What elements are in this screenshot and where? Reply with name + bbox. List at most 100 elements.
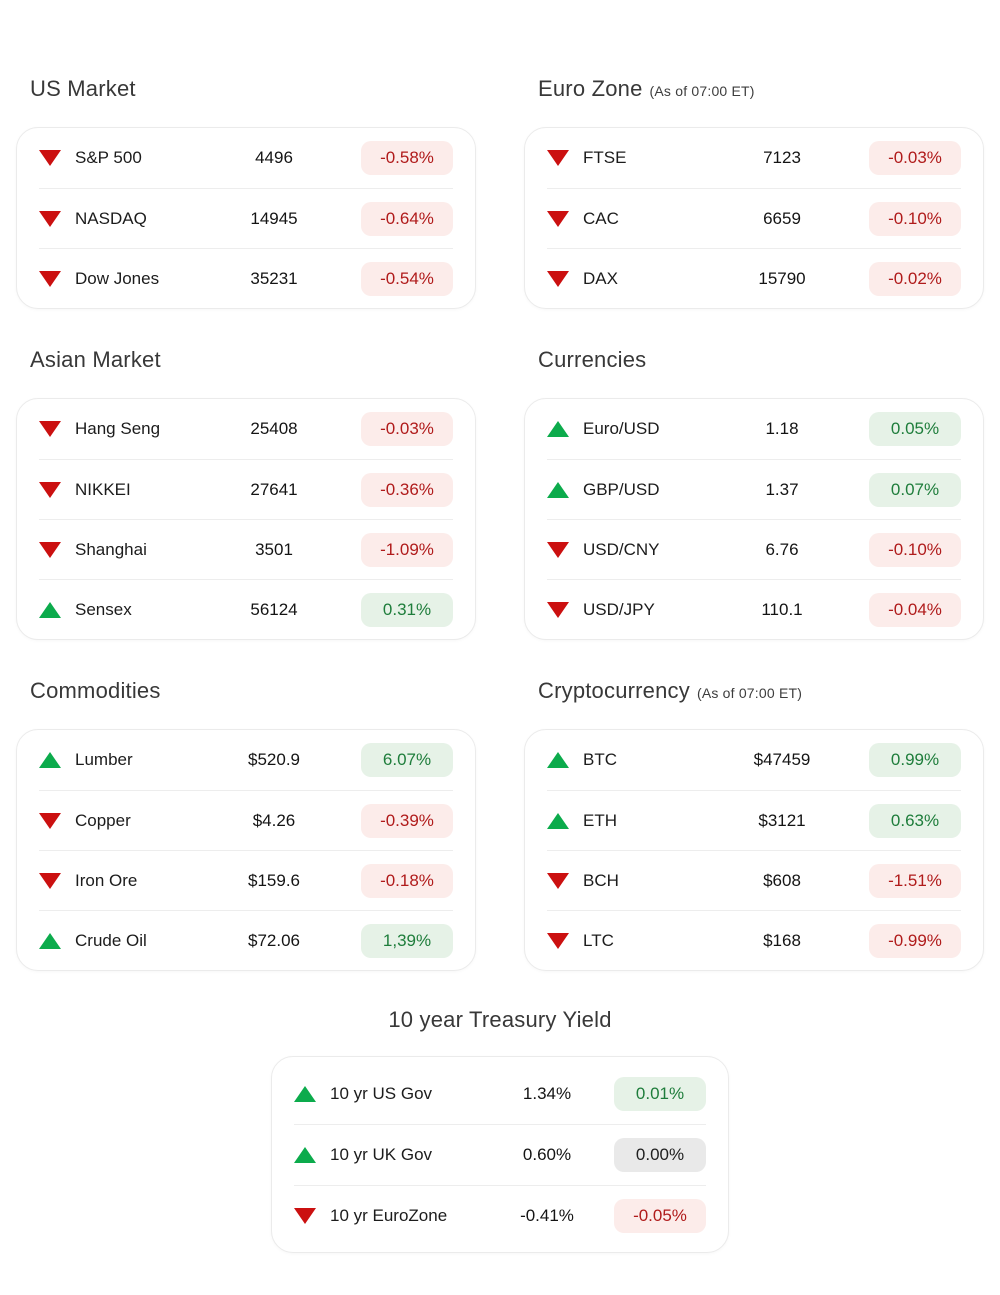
section-heading: Cryptocurrency (As of 07:00 ET)	[538, 678, 984, 704]
market-row[interactable]: Crude Oil $72.06 1,39%	[39, 910, 453, 970]
down-triangle-icon	[39, 210, 61, 227]
market-row[interactable]: Shanghai 3501 -1.09%	[39, 519, 453, 579]
section-heading: Asian Market	[30, 347, 476, 373]
instrument-label: S&P 500	[75, 148, 142, 167]
market-row[interactable]: 10 yr EuroZone -0.41% -0.05%	[294, 1185, 706, 1246]
up-triangle-icon	[294, 1147, 316, 1163]
market-row[interactable]: Sensex 56124 0.31%	[39, 579, 453, 639]
down-triangle-icon	[547, 932, 569, 949]
instrument-value: 1.37	[765, 479, 799, 499]
market-row[interactable]: 10 yr UK Gov 0.60% 0.00%	[294, 1124, 706, 1185]
change-badge: 0.31%	[361, 592, 453, 627]
market-row[interactable]: USD/JPY 110.1 -0.04%	[547, 579, 961, 639]
down-triangle-icon	[39, 812, 61, 829]
change-badge: -0.03%	[869, 141, 961, 175]
market-card: Euro/USD 1.18 0.05% GBP/USD 1.37 0.07% U…	[524, 398, 984, 640]
instrument-value: 7123	[763, 148, 801, 167]
down-triangle-icon	[39, 270, 61, 287]
section-heading: US Market	[30, 76, 476, 102]
change-badge: -0.99%	[869, 923, 961, 958]
market-row[interactable]: Copper $4.26 -0.39%	[39, 790, 453, 850]
instrument-label: 10 yr UK Gov	[330, 1145, 433, 1164]
down-triangle-icon	[547, 210, 569, 227]
instrument-label: USD/CNY	[583, 539, 660, 559]
section-heading: Euro Zone (As of 07:00 ET)	[538, 76, 984, 102]
change-badge: 0.00%	[614, 1138, 706, 1172]
instrument-label: Sensex	[75, 599, 132, 619]
instrument-value: 27641	[250, 479, 298, 499]
market-section: Euro Zone (As of 07:00 ET) FTSE 7123 -0.0…	[524, 76, 984, 309]
instrument-value: $159.6	[248, 870, 300, 890]
treasury-title: 10 year Treasury Yield	[388, 1007, 612, 1032]
market-row[interactable]: ETH $3121 0.63%	[547, 790, 961, 850]
market-row[interactable]: NIKKEI 27641 -0.36%	[39, 459, 453, 519]
market-row[interactable]: DAX 15790 -0.02%	[547, 248, 961, 308]
instrument-label: DAX	[583, 268, 618, 288]
instrument-label: Hang Seng	[75, 419, 161, 438]
change-badge: -0.58%	[361, 141, 453, 175]
instrument-value: $520.9	[248, 750, 300, 769]
down-triangle-icon	[39, 541, 61, 558]
market-section: Commodities Lumber $520.9 6.07% Copper $…	[16, 678, 476, 971]
instrument-label: Euro/USD	[583, 419, 660, 438]
up-triangle-icon	[39, 932, 61, 949]
market-card: BTC $47459 0.99% ETH $3121 0.63% BCH $60…	[524, 729, 984, 971]
instrument-label: NASDAQ	[75, 208, 147, 228]
market-grid: US Market S&P 500 4496 -0.58% NASDAQ 149…	[0, 76, 1000, 971]
market-card: S&P 500 4496 -0.58% NASDAQ 14945 -0.64% …	[16, 127, 476, 309]
instrument-value: 35231	[250, 268, 298, 288]
change-badge: -0.10%	[869, 532, 961, 567]
instrument-value: 6659	[763, 208, 801, 228]
market-section: US Market S&P 500 4496 -0.58% NASDAQ 149…	[16, 76, 476, 309]
instrument-label: Crude Oil	[75, 930, 147, 950]
market-row[interactable]: LTC $168 -0.99%	[547, 910, 961, 970]
instrument-label: BTC	[583, 750, 617, 769]
market-row[interactable]: BCH $608 -1.51%	[547, 850, 961, 910]
market-row[interactable]: Iron Ore $159.6 -0.18%	[39, 850, 453, 910]
instrument-value: 15790	[758, 268, 806, 288]
up-triangle-icon	[39, 601, 61, 618]
market-row[interactable]: 10 yr US Gov 1.34% 0.01%	[294, 1063, 706, 1124]
instrument-label: Shanghai	[75, 539, 147, 559]
up-triangle-icon	[547, 421, 569, 437]
instrument-label: Copper	[75, 810, 131, 830]
market-row[interactable]: Dow Jones 35231 -0.54%	[39, 248, 453, 308]
market-row[interactable]: BTC $47459 0.99%	[547, 730, 961, 790]
instrument-value: $4.26	[252, 810, 296, 830]
change-badge: -0.18%	[361, 863, 453, 898]
market-row[interactable]: FTSE 7123 -0.03%	[547, 128, 961, 188]
up-triangle-icon	[547, 752, 569, 768]
section-title: Euro Zone	[538, 76, 643, 101]
section-title: US Market	[30, 76, 136, 101]
section-subtitle: (As of 07:00 ET)	[649, 83, 755, 99]
market-row[interactable]: Lumber $520.9 6.07%	[39, 730, 453, 790]
instrument-label: Iron Ore	[75, 870, 138, 890]
section-subtitle: (As of 07:00 ET)	[696, 685, 803, 701]
change-badge: 0.01%	[614, 1076, 706, 1111]
market-row[interactable]: NASDAQ 14945 -0.64%	[39, 188, 453, 248]
market-row[interactable]: GBP/USD 1.37 0.07%	[547, 459, 961, 519]
instrument-label: Dow Jones	[75, 268, 160, 288]
instrument-label: LTC	[583, 930, 614, 950]
market-section: Asian Market Hang Seng 25408 -0.03% NIKK…	[16, 347, 476, 640]
down-triangle-icon	[547, 270, 569, 287]
instrument-label: ETH	[583, 810, 617, 830]
instrument-value: 1.34%	[522, 1083, 572, 1103]
treasury-card: 10 yr US Gov 1.34% 0.01% 10 yr UK Gov 0.…	[271, 1056, 729, 1253]
instrument-label: FTSE	[583, 148, 627, 167]
market-row[interactable]: CAC 6659 -0.10%	[547, 188, 961, 248]
market-row[interactable]: Euro/USD 1.18 0.05%	[547, 399, 961, 459]
market-card: Hang Seng 25408 -0.03% NIKKEI 27641 -0.3…	[16, 398, 476, 640]
market-row[interactable]: USD/CNY 6.76 -0.10%	[547, 519, 961, 579]
market-row[interactable]: S&P 500 4496 -0.58%	[39, 128, 453, 188]
down-triangle-icon	[39, 150, 61, 166]
instrument-value: -0.41%	[520, 1206, 574, 1225]
market-row[interactable]: Hang Seng 25408 -0.03%	[39, 399, 453, 459]
up-triangle-icon	[39, 752, 61, 768]
change-badge: 0.05%	[869, 412, 961, 446]
instrument-label: GBP/USD	[583, 479, 660, 499]
down-triangle-icon	[547, 872, 569, 889]
treasury-section: 10 year Treasury Yield 10 yr US Gov 1.34…	[0, 1007, 1000, 1253]
market-card: Lumber $520.9 6.07% Copper $4.26 -0.39% …	[16, 729, 476, 971]
